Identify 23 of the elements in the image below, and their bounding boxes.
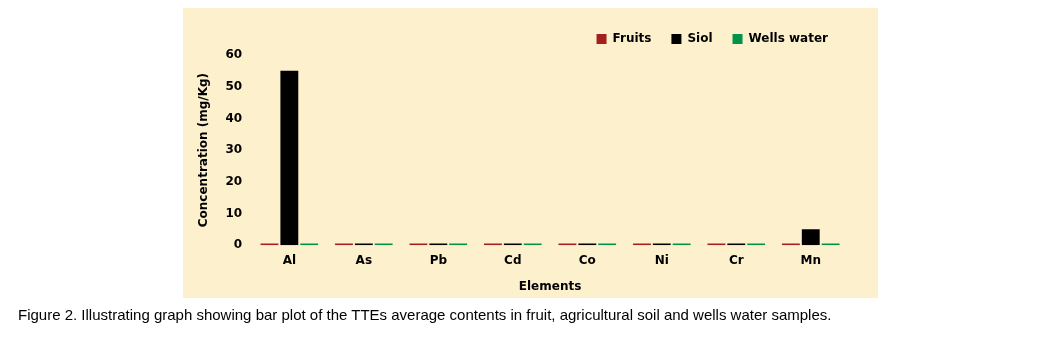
y-tick-label: 30 bbox=[225, 142, 243, 157]
x-tick-label: Pb bbox=[429, 252, 448, 267]
y-axis-title: Concentration (mg/Kg) bbox=[196, 72, 211, 228]
x-tick-label: Ni bbox=[654, 252, 669, 267]
x-tick-label: Co bbox=[578, 252, 596, 267]
legend-label: Siol bbox=[687, 31, 713, 46]
y-tick-label: 10 bbox=[225, 205, 243, 220]
legend-label: Fruits bbox=[612, 31, 652, 46]
y-tick-label: 20 bbox=[225, 173, 243, 188]
y-tick-label: 0 bbox=[233, 237, 243, 252]
y-tick-label: 50 bbox=[225, 78, 243, 93]
x-tick-label: Cr bbox=[728, 252, 744, 267]
caption: Figure 2. Illustrating graph showing bar plot of the TTEs average contents in fruit, agricultural soil and wells water samples. bbox=[18, 306, 833, 323]
legend-label: Wells water bbox=[748, 31, 829, 46]
x-tick-label: As bbox=[355, 252, 373, 267]
y-tick-label: 60 bbox=[225, 47, 243, 62]
x-tick-label: Al bbox=[282, 252, 297, 267]
x-tick-label: Mn bbox=[800, 252, 821, 267]
x-tick-label: Cd bbox=[504, 252, 522, 267]
bar bbox=[801, 229, 820, 246]
y-tick-label: 40 bbox=[225, 110, 243, 125]
x-axis-title: Elements bbox=[518, 278, 582, 293]
bar bbox=[280, 70, 299, 246]
